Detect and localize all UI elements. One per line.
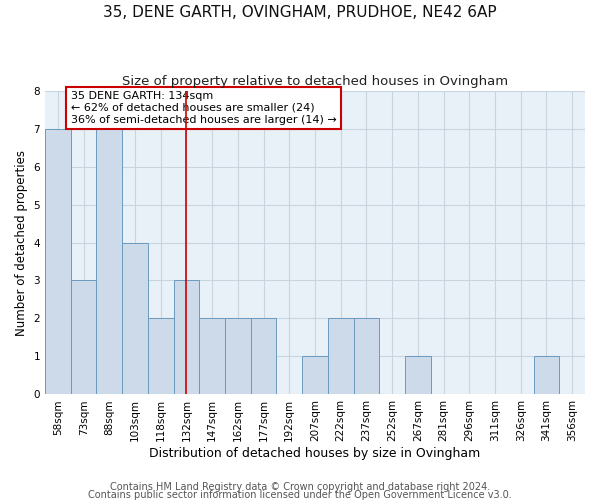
- Bar: [97, 128, 122, 394]
- Text: 35, DENE GARTH, OVINGHAM, PRUDHOE, NE42 6AP: 35, DENE GARTH, OVINGHAM, PRUDHOE, NE42 …: [103, 5, 497, 20]
- Bar: [122, 242, 148, 394]
- Title: Size of property relative to detached houses in Ovingham: Size of property relative to detached ho…: [122, 75, 508, 88]
- Bar: [302, 356, 328, 395]
- Bar: [71, 280, 97, 394]
- Bar: [199, 318, 225, 394]
- Bar: [45, 128, 71, 394]
- Text: Contains HM Land Registry data © Crown copyright and database right 2024.: Contains HM Land Registry data © Crown c…: [110, 482, 490, 492]
- Bar: [148, 318, 173, 394]
- Y-axis label: Number of detached properties: Number of detached properties: [15, 150, 28, 336]
- Bar: [328, 318, 353, 394]
- Bar: [405, 356, 431, 395]
- Bar: [353, 318, 379, 394]
- Bar: [173, 280, 199, 394]
- X-axis label: Distribution of detached houses by size in Ovingham: Distribution of detached houses by size …: [149, 447, 481, 460]
- Bar: [533, 356, 559, 395]
- Bar: [251, 318, 277, 394]
- Text: Contains public sector information licensed under the Open Government Licence v3: Contains public sector information licen…: [88, 490, 512, 500]
- Bar: [225, 318, 251, 394]
- Text: 35 DENE GARTH: 134sqm
← 62% of detached houses are smaller (24)
36% of semi-deta: 35 DENE GARTH: 134sqm ← 62% of detached …: [71, 92, 337, 124]
